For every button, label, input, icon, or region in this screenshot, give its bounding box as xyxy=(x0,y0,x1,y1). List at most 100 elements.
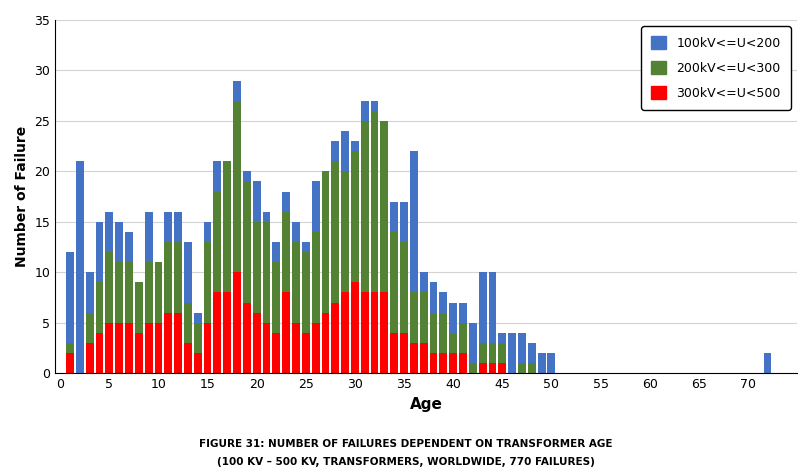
Bar xyxy=(252,182,260,222)
Bar xyxy=(242,302,251,373)
Bar xyxy=(233,81,241,101)
Bar xyxy=(527,363,535,373)
Bar xyxy=(517,363,526,373)
Bar xyxy=(174,212,182,242)
Bar xyxy=(331,141,339,302)
Bar xyxy=(96,283,103,333)
Bar xyxy=(458,353,466,373)
Bar xyxy=(390,333,397,373)
Bar xyxy=(370,292,378,373)
Bar xyxy=(135,283,143,333)
Y-axis label: Number of Failure: Number of Failure xyxy=(15,126,29,267)
Bar xyxy=(448,302,457,333)
Bar xyxy=(164,242,172,313)
Bar xyxy=(135,333,143,373)
Bar xyxy=(262,222,270,323)
Bar xyxy=(66,353,74,373)
Text: (100 KV – 500 KV, TRANSFORMERS, WORLDWIDE, 770 FAILURES): (100 KV – 500 KV, TRANSFORMERS, WORLDWID… xyxy=(217,456,594,466)
Bar xyxy=(223,292,231,373)
Bar xyxy=(194,323,201,353)
Bar xyxy=(331,141,339,161)
Bar xyxy=(321,313,329,373)
Bar xyxy=(341,292,349,373)
Bar xyxy=(144,262,152,323)
Bar xyxy=(262,323,270,373)
Bar xyxy=(213,161,221,292)
Text: FIGURE 31: NUMBER OF FAILURES DEPENDENT ON TRANSFORMER AGE: FIGURE 31: NUMBER OF FAILURES DEPENDENT … xyxy=(199,438,612,448)
Bar xyxy=(96,222,103,283)
Bar xyxy=(262,212,270,222)
Bar xyxy=(96,333,103,373)
Bar xyxy=(517,333,526,363)
Bar xyxy=(194,353,201,373)
Bar xyxy=(174,313,182,373)
Bar xyxy=(282,292,290,373)
Bar xyxy=(429,313,437,353)
Bar xyxy=(125,262,133,323)
Bar xyxy=(174,242,182,313)
Bar xyxy=(331,302,339,373)
Bar xyxy=(498,333,505,343)
Bar xyxy=(547,353,555,373)
Bar xyxy=(86,272,93,313)
Bar xyxy=(390,201,397,232)
Bar xyxy=(125,323,133,373)
Bar xyxy=(400,333,407,373)
Bar xyxy=(311,232,320,323)
Bar xyxy=(302,252,309,333)
Bar xyxy=(439,313,447,353)
X-axis label: Age: Age xyxy=(410,397,442,411)
Bar xyxy=(233,272,241,373)
Bar xyxy=(242,172,251,302)
Bar xyxy=(154,323,162,373)
Bar xyxy=(115,222,123,262)
Bar xyxy=(144,212,152,262)
Bar xyxy=(439,292,447,313)
Bar xyxy=(321,172,329,313)
Bar xyxy=(498,363,505,373)
Bar xyxy=(184,343,191,373)
Bar xyxy=(488,363,496,373)
Bar xyxy=(204,323,211,373)
Bar xyxy=(370,111,378,292)
Bar xyxy=(468,323,476,363)
Bar xyxy=(204,242,211,323)
Bar xyxy=(350,141,358,283)
Bar xyxy=(380,121,388,292)
Bar xyxy=(380,292,388,373)
Bar xyxy=(390,232,397,333)
Bar xyxy=(527,343,535,363)
Bar xyxy=(213,161,221,191)
Bar xyxy=(410,343,418,373)
Bar xyxy=(66,252,74,343)
Bar xyxy=(458,302,466,323)
Bar xyxy=(360,121,368,292)
Bar xyxy=(144,323,152,373)
Bar xyxy=(537,353,545,373)
Bar xyxy=(311,323,320,373)
Bar xyxy=(213,292,221,373)
Bar xyxy=(282,191,290,212)
Bar xyxy=(341,131,349,292)
Bar xyxy=(223,161,231,292)
Bar xyxy=(360,292,368,373)
Bar xyxy=(429,283,437,313)
Bar xyxy=(292,323,299,373)
Bar xyxy=(272,242,280,262)
Bar xyxy=(419,343,427,373)
Bar xyxy=(341,131,349,172)
Bar xyxy=(105,212,113,252)
Bar xyxy=(184,302,191,343)
Bar xyxy=(419,272,427,292)
Bar xyxy=(439,353,447,373)
Bar xyxy=(311,182,320,232)
Bar xyxy=(360,101,368,121)
Bar xyxy=(86,343,93,373)
Bar xyxy=(400,242,407,333)
Bar xyxy=(448,353,457,373)
Bar xyxy=(762,353,770,373)
Bar xyxy=(448,333,457,353)
Bar xyxy=(242,172,251,182)
Bar xyxy=(478,272,486,343)
Bar xyxy=(272,333,280,373)
